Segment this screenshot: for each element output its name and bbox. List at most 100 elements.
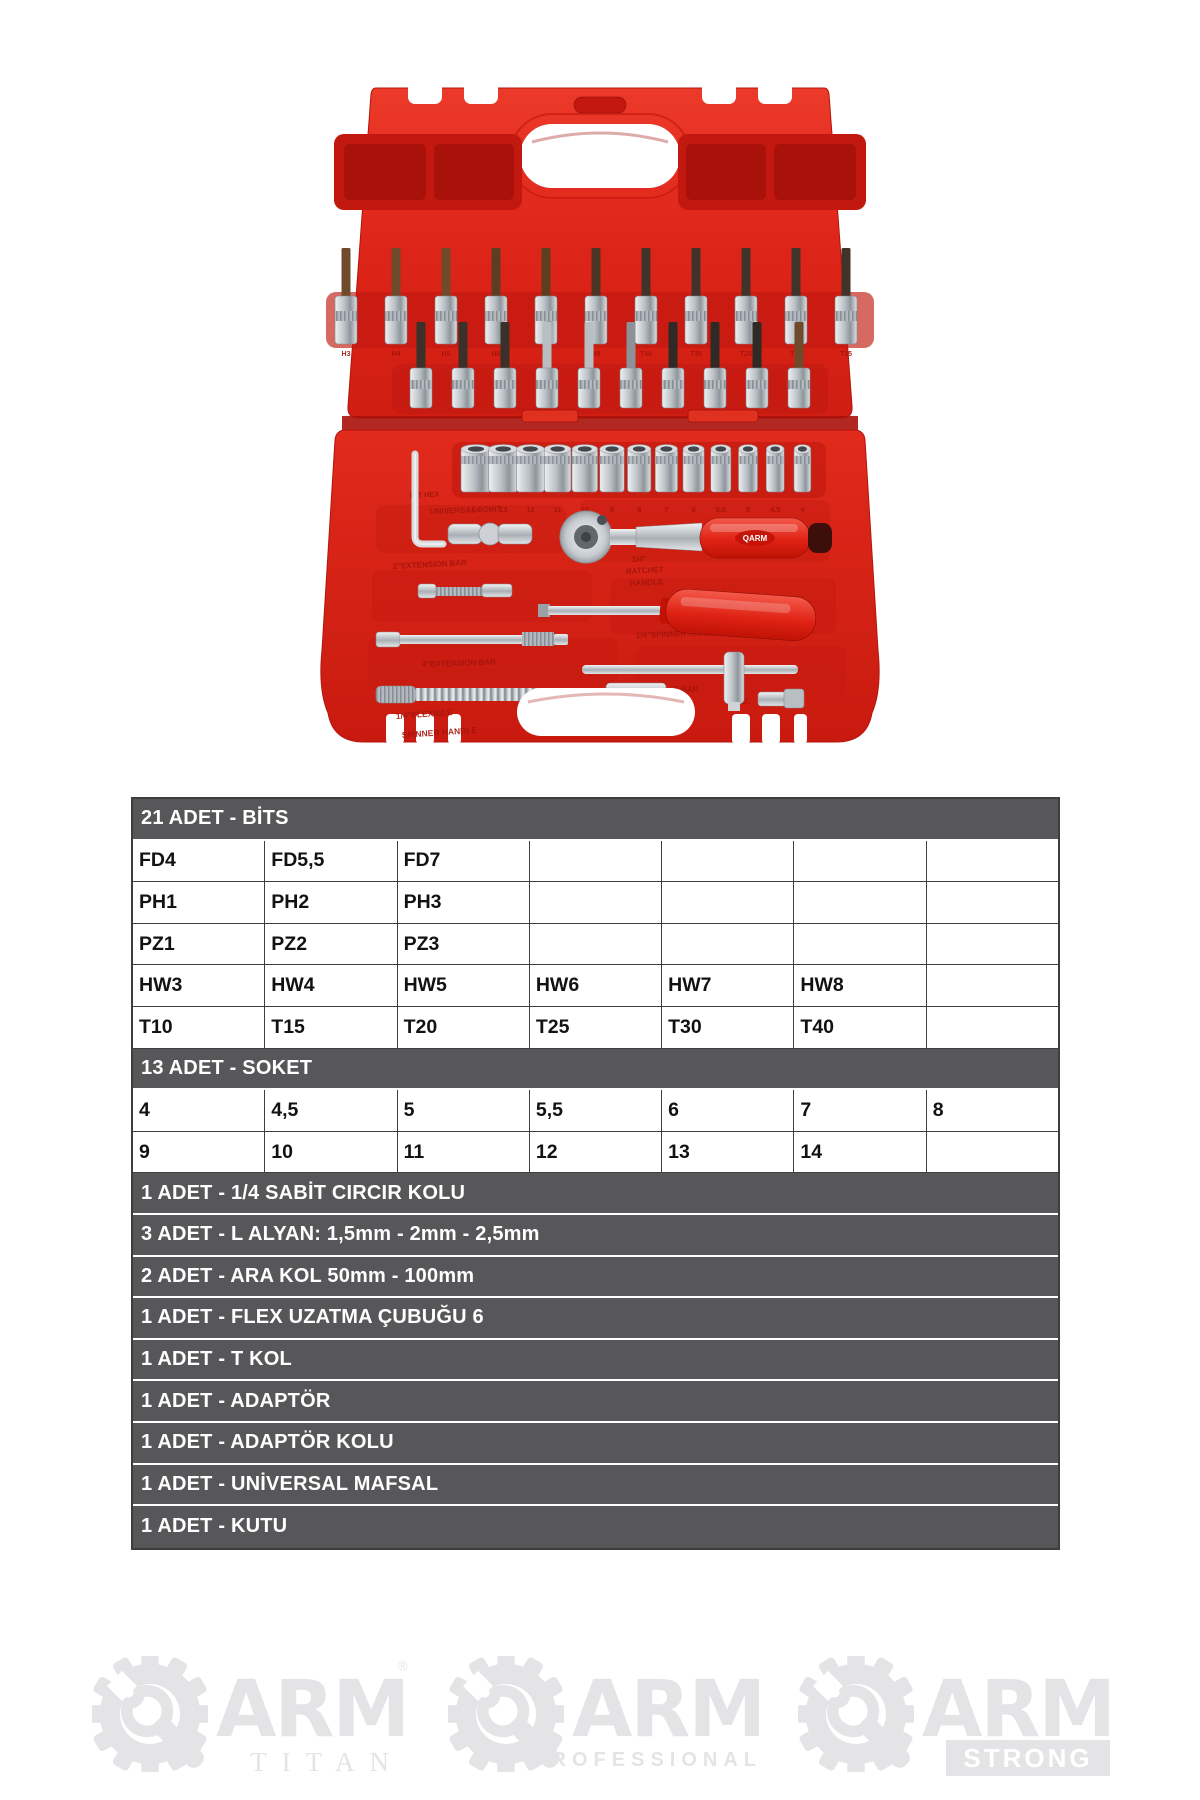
table-cell: 4,5 xyxy=(265,1090,398,1132)
table-cell: 11 xyxy=(397,1131,530,1174)
sockets-row: 14 13 12 11 10 9 8 7 6 5,5 5 4,5 4 xyxy=(460,444,812,514)
tray-handle-hole xyxy=(517,688,695,736)
embossed-label-tbar: T-BAR xyxy=(674,685,699,694)
table-section-header: 3 ADET - L ALYAN: 1,5mm - 2mm - 2,5mm xyxy=(133,1214,1058,1257)
socket-pocket-label: 6 xyxy=(692,505,696,514)
table-section-header: 1 ADET - KUTU xyxy=(133,1506,1058,1548)
carry-handle-hole xyxy=(520,124,680,188)
table-section-header: 1 ADET - 1/4 SABİT CIRCIR KOLU xyxy=(133,1173,1058,1215)
table-cell xyxy=(529,923,663,966)
table-cell: PZ2 xyxy=(265,923,398,966)
table-cell: PZ1 xyxy=(133,923,266,966)
l-hex-key xyxy=(411,450,447,548)
bit-pocket-label: T40 xyxy=(640,351,652,358)
bit-pocket-label: T30 xyxy=(690,351,702,358)
table-cell xyxy=(794,923,927,966)
table-cell: PH3 xyxy=(397,882,530,924)
embossed-label-ratchet-2: RATCHET xyxy=(626,565,664,576)
table-cell: FD4 xyxy=(133,840,266,883)
table-cell xyxy=(662,840,795,883)
table-cell: 4 xyxy=(133,1090,266,1132)
socket-pocket-label: 14 xyxy=(472,505,481,514)
table-cell xyxy=(529,882,663,924)
logo-sub-text: TITAN xyxy=(250,1747,404,1777)
table-cell: HW8 xyxy=(794,965,927,1007)
bit-pocket-label: H5 xyxy=(442,351,451,358)
socket-pocket-label: 10 xyxy=(581,505,589,514)
socket-pocket-label: 12 xyxy=(526,505,534,514)
table-cell xyxy=(926,923,1058,966)
logo-sub-text: STRONG xyxy=(963,1743,1092,1773)
table-cell: T10 xyxy=(133,1006,266,1049)
table-cell: 9 xyxy=(133,1131,266,1174)
table-cell xyxy=(662,882,795,924)
lid-notch xyxy=(408,78,442,104)
table-cell: 14 xyxy=(794,1131,927,1174)
product-photo-tool-case: H3H4H5H6H7H8T40T30T25T20T15 BIT HEX UNIV… xyxy=(280,50,920,750)
table-cell: T25 xyxy=(529,1006,663,1049)
socket-pocket-label: 5,5 xyxy=(716,505,726,514)
logo-sub-text: PROFESSIONAL xyxy=(532,1749,762,1771)
embossed-label-flex-1: 1/4"FLEXIBLE xyxy=(395,707,453,721)
embossed-label-4in-extension: 4"EXTENSION BAR xyxy=(422,657,497,669)
table-cell: T15 xyxy=(265,1006,398,1049)
table-cell: HW4 xyxy=(265,965,398,1007)
table-cell: 12 xyxy=(529,1131,663,1174)
embossed-label-universal-joint: UNIVERSAL JOINT xyxy=(430,504,502,516)
table-cell: T30 xyxy=(662,1006,795,1049)
table-cell: 6 xyxy=(662,1090,795,1132)
bit-pocket-label: H4 xyxy=(392,351,401,358)
logo-qarm-titan: ARM ® TITAN xyxy=(92,1652,412,1782)
table-cell: 13 xyxy=(662,1131,795,1174)
table-cell xyxy=(926,1006,1058,1049)
adapter xyxy=(757,688,805,709)
table-section-header: 1 ADET - ADAPTÖR xyxy=(133,1381,1058,1423)
table-cell: 7 xyxy=(794,1090,927,1132)
lid-notch xyxy=(702,78,736,104)
table-cell xyxy=(794,840,927,883)
spec-table: 21 ADET - BİTS FD4 FD5,5 FD7 PH1 PH2 PH3 PZ1 PZ2… xyxy=(131,797,1060,1550)
logo-qarm-professional: ARM PROFESSIONAL xyxy=(448,1652,768,1782)
embossed-label-ratchet-3: HANDLE xyxy=(630,577,664,588)
table-row: PH1 PH2 PH3 xyxy=(133,882,1058,924)
table-row: 9 10 11 12 13 14 xyxy=(133,1131,1058,1174)
table-cell: FD7 xyxy=(397,840,530,883)
table-cell xyxy=(926,1131,1058,1174)
table-section-header: 2 ADET - ARA KOL 50mm - 100mm xyxy=(133,1256,1058,1299)
table-cell: PH2 xyxy=(265,882,398,924)
gear-wrench-icon xyxy=(92,1652,212,1776)
logo-brand-text: ARM xyxy=(216,1665,408,1755)
table-cell: 5,5 xyxy=(529,1090,663,1132)
table-section-header: 1 ADET - T KOL xyxy=(133,1339,1058,1382)
embossed-label-bit-hex: BIT HEX xyxy=(410,489,440,500)
table-cell: 5 xyxy=(397,1090,530,1132)
table-cell: HW7 xyxy=(662,965,795,1007)
gear-wrench-icon xyxy=(798,1652,918,1776)
socket-pocket-label: 4 xyxy=(800,505,805,514)
bit-pocket-label: H3 xyxy=(342,351,351,358)
socket-pocket-label: 8 xyxy=(637,505,641,514)
table-row: FD4 FD5,5 FD7 xyxy=(133,840,1058,883)
table-cell: FD5,5 xyxy=(265,840,398,883)
embossed-label-2in-extension: 2"EXTENSION BAR xyxy=(393,558,468,571)
bit-pocket-label: T15 xyxy=(840,351,852,358)
logo-qarm-strong: ARM STRONG xyxy=(798,1652,1118,1782)
socket-pocket-label: 11 xyxy=(554,505,562,514)
case-lid: H3H4H5H6H7H8T40T30T25T20T15 xyxy=(326,78,874,419)
table-cell: T20 xyxy=(397,1006,530,1049)
socket-pocket-label: 7 xyxy=(664,505,668,514)
bit-pocket-label: T25 xyxy=(740,351,752,358)
table-section-header: 1 ADET - ADAPTÖR KOLU xyxy=(133,1422,1058,1465)
bit-sockets-row-2 xyxy=(409,322,811,409)
socket-pocket-label: 5 xyxy=(746,505,750,514)
table-section-header: 1 ADET - FLEX UZATMA ÇUBUĞU 6 xyxy=(133,1298,1058,1340)
grip-brand-text: QARM xyxy=(743,534,768,543)
table-cell xyxy=(662,923,795,966)
t-bar xyxy=(582,651,798,711)
table-section-header: 13 ADET - SOKET xyxy=(133,1048,1058,1091)
spinner-handle xyxy=(538,588,817,642)
ratchet-handle: QARM xyxy=(559,510,832,564)
registered-mark-icon: ® xyxy=(398,1658,408,1673)
extension-bar-4in xyxy=(375,631,568,648)
socket-pocket-label: 13 xyxy=(499,505,507,514)
